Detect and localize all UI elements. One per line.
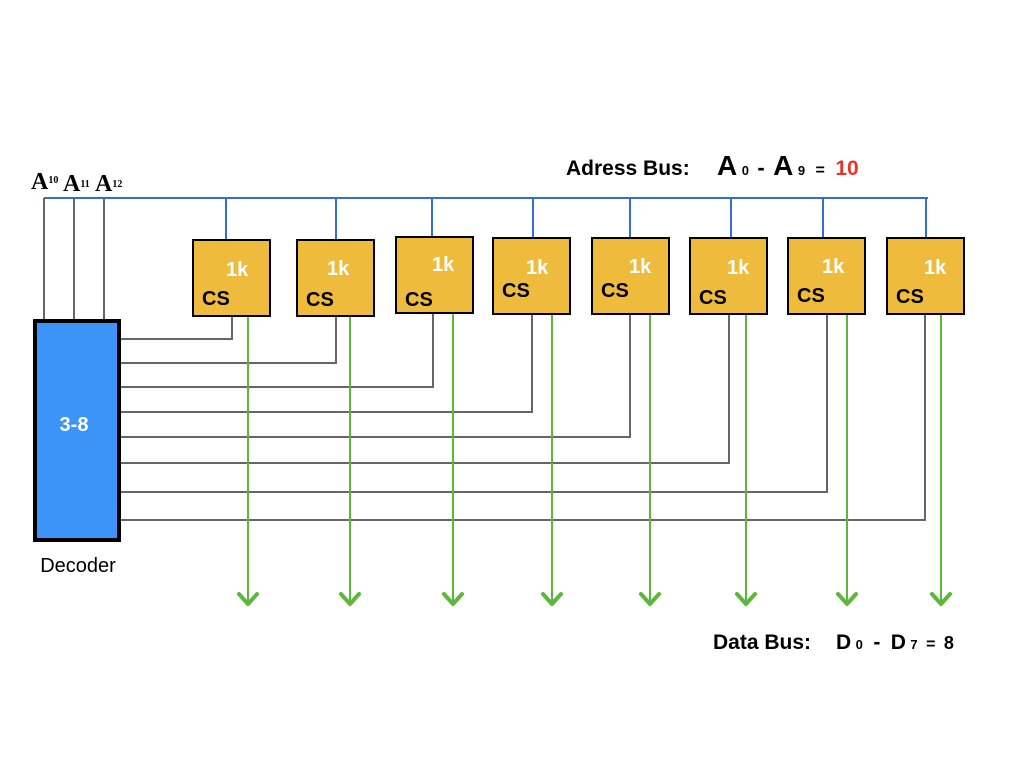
data-arrow-5 <box>639 592 661 606</box>
chip-size-label-2: 1k <box>327 258 350 280</box>
decoder-label: 3-8 <box>60 414 89 436</box>
data-bus-title: Data Bus: D 0 - D 7 = 8 <box>713 631 954 654</box>
chip-size-label-8: 1k <box>924 257 947 279</box>
decoder-block <box>33 319 121 542</box>
decoder-input-labels: A10 A11 A12 <box>31 169 122 197</box>
chip-cs-label-1: CS <box>202 288 230 310</box>
data-arrow-2 <box>339 592 361 606</box>
select-line-2 <box>119 316 337 364</box>
chip-body-1 <box>192 239 271 317</box>
chip-body-8 <box>886 237 965 315</box>
data-arrow-1 <box>237 592 259 606</box>
select-line-8 <box>119 314 926 521</box>
address-bus-taps <box>225 198 927 240</box>
memory-chip-3: 1k CS <box>395 236 474 314</box>
address-bus-title: Adress Bus: A 0 - A 9 = 10 <box>566 150 859 181</box>
chip-size-label-5: 1k <box>629 256 652 278</box>
select-line-7 <box>119 314 828 493</box>
chip-body-7 <box>787 237 866 315</box>
chip-size-label-4: 1k <box>526 257 549 279</box>
chip-size-label-6: 1k <box>727 257 750 279</box>
data-arrow-3 <box>442 592 464 606</box>
data-arrow-8 <box>930 592 952 606</box>
chip-cs-label-8: CS <box>896 286 924 308</box>
select-line-1 <box>119 316 233 340</box>
select-line-3 <box>119 313 434 388</box>
chip-body-2 <box>296 239 375 317</box>
chip-body-3 <box>395 236 474 314</box>
chip-size-label-7: 1k <box>822 256 845 278</box>
chip-size-label-3: 1k <box>432 254 455 276</box>
input-label-a12: A12 <box>95 171 122 197</box>
select-line-6 <box>119 314 730 464</box>
memory-chip-7: 1k CS <box>787 237 866 315</box>
chip-body-4 <box>492 237 571 315</box>
select-line-5 <box>119 314 631 438</box>
chip-select-lines <box>119 313 926 521</box>
decoder-input-wires <box>43 198 105 321</box>
memory-chip-1: 1k CS <box>192 239 271 317</box>
chip-cs-label-7: CS <box>797 285 825 307</box>
chip-size-label-1: 1k <box>226 259 249 281</box>
data-lines <box>237 313 952 606</box>
memory-chip-2: 1k CS <box>296 239 375 317</box>
data-arrow-7 <box>836 592 858 606</box>
chip-cs-label-3: CS <box>405 289 433 311</box>
input-label-a10: A10 <box>31 169 58 195</box>
chip-body-6 <box>689 237 768 315</box>
data-arrow-6 <box>735 592 757 606</box>
decoder-caption: Decoder <box>40 555 116 577</box>
chip-cs-label-2: CS <box>306 289 334 311</box>
chip-body-5 <box>591 237 670 315</box>
chip-cs-label-5: CS <box>601 280 629 302</box>
chip-cs-label-6: CS <box>699 287 727 309</box>
chip-cs-label-4: CS <box>502 280 530 302</box>
select-line-4 <box>119 314 533 413</box>
data-arrow-4 <box>541 592 563 606</box>
input-label-a11: A11 <box>63 171 90 197</box>
